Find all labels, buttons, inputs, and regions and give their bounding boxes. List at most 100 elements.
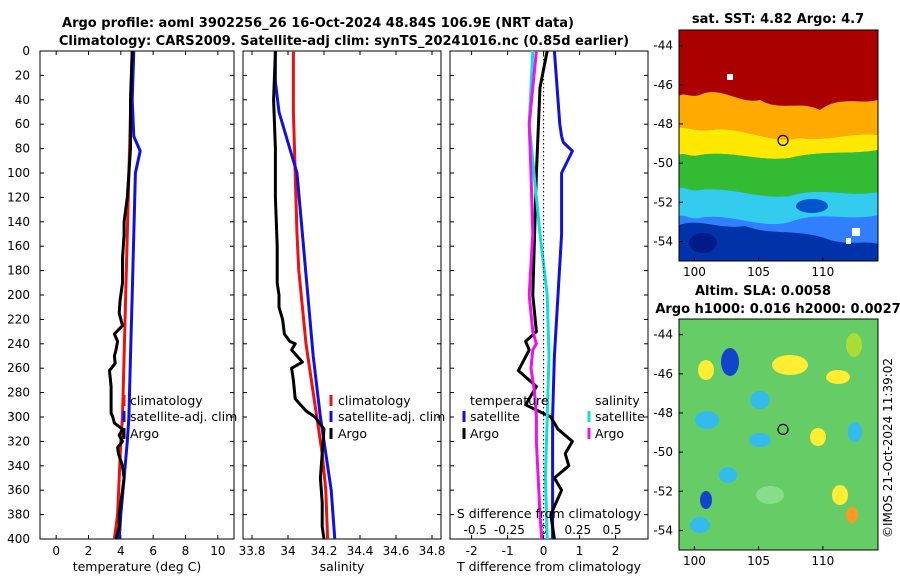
sst-map-frame — [678, 29, 879, 262]
sst-map-ticks: 100 105 110 -44 -46 -48 -50 -52 -54 — [653, 39, 834, 279]
map-y-tick-label: -46 — [653, 78, 673, 92]
x-tick-label: 6 — [149, 544, 157, 558]
x-tick-label: 34.8 — [419, 544, 446, 558]
depth-tick-label: 360 — [7, 483, 30, 497]
difference-top-xlabel: S difference from climatology — [457, 506, 642, 521]
x-tick-label: 34 — [280, 544, 295, 558]
map-x-tick-label: 105 — [747, 554, 770, 568]
depth-tick-label: 280 — [7, 386, 30, 400]
temperature-plot-frame — [39, 50, 235, 540]
x-tick-label: 1 — [576, 544, 584, 558]
legend-label-t-argo: Argo — [470, 426, 499, 441]
depth-tick-label: 120 — [7, 190, 30, 204]
salinity-xlabel: salinity — [320, 559, 365, 574]
depth-axis-ticks: 0 20 40 60 80 100 120 140 160 180 200 220 240 260 280 3… — [7, 44, 30, 546]
map-y-tick-label: -48 — [653, 117, 673, 131]
legend-label-s-satellite: satellite — [595, 409, 645, 424]
sla-map-title: Altim. SLA: 0.0058 — [695, 284, 831, 299]
difference-xlabel: T difference from climatology — [456, 559, 642, 574]
x-tick-label: 10 — [210, 544, 225, 558]
sla-map-ticks: 100 105 110 -44 -46 -48 -50 -52 -54 — [653, 328, 834, 568]
figure-title: Argo profile: aoml 3902256_26 16-Oct-202… — [62, 16, 574, 31]
map-x-tick-label: 100 — [683, 554, 706, 568]
map-y-tick-label: -48 — [653, 406, 673, 420]
salinity-plot-frame — [242, 50, 442, 540]
map-x-tick-label: 105 — [747, 265, 770, 279]
depth-tick-label: 100 — [7, 166, 30, 180]
sla-map-image — [679, 319, 878, 550]
series-line-t-argo — [516, 50, 574, 540]
series-line-satellite-adj-clim — [273, 51, 337, 540]
difference-legend: temperature satellite Argo salinity sate… — [462, 393, 645, 441]
series-line-argo — [272, 50, 326, 540]
depth-tick-label: 320 — [7, 434, 30, 448]
x-tick-label: 4 — [117, 544, 125, 558]
depth-tick-label: 220 — [7, 312, 30, 326]
x-tick-label: -1 — [502, 544, 514, 558]
sst-map-title: sat. SST: 4.82 Argo: 4.7 — [692, 12, 864, 27]
sla-map-subtitle: Argo h1000: 0.016 h2000: 0.0027 — [655, 302, 900, 317]
map-y-tick-label: -46 — [653, 367, 673, 381]
depth-tick-label: 80 — [15, 142, 30, 156]
legend-label-argo: Argo — [338, 426, 367, 441]
temperature-legend: climatology satellite-adj. clim Argo — [122, 393, 237, 441]
map-x-tick-label: 100 — [683, 265, 706, 279]
salinity-plot: 33.8 34 34.2 34.4 34.6 34.8 — [239, 50, 446, 558]
legend-label-satellite: satellite-adj. clim — [130, 409, 237, 424]
series-line-argo — [108, 50, 134, 540]
legend-label-argo: Argo — [130, 426, 159, 441]
salinity-legend: climatology satellite-adj. clim Argo — [329, 393, 445, 441]
series-line-s-argo — [527, 50, 544, 540]
map-x-tick-label: 110 — [811, 554, 834, 568]
depth-tick-label: 380 — [7, 508, 30, 522]
x-tick-label: 33.8 — [239, 544, 266, 558]
top-x-tick-label: -0.5 — [463, 523, 486, 537]
x-tick-label: 2 — [85, 544, 93, 558]
series-line-t-satellite — [551, 50, 574, 539]
depth-tick-label: 200 — [7, 288, 30, 302]
x-tick-label: 34.2 — [311, 544, 338, 558]
depth-tick-label: 400 — [7, 532, 30, 546]
x-tick-label: 0 — [540, 544, 548, 558]
map-y-tick-label: -44 — [653, 328, 673, 342]
depth-tick-label: 0 — [22, 44, 30, 58]
depth-tick-label: 140 — [7, 215, 30, 229]
x-tick-label: 34.4 — [347, 544, 374, 558]
sla-map-frame — [678, 318, 879, 551]
legend-label-satellite: satellite-adj. clim — [338, 409, 445, 424]
x-tick-label: 0 — [52, 544, 60, 558]
x-tick-label: 8 — [182, 544, 190, 558]
x-tick-label: 34.6 — [383, 544, 410, 558]
depth-tick-label: 180 — [7, 264, 30, 278]
imos-watermark: ©IMOS 21-Oct-2024 11:39:02 — [881, 358, 895, 538]
map-y-tick-label: -52 — [653, 484, 673, 498]
argo-position-marker — [777, 423, 789, 436]
top-x-tick-label: 0.25 — [564, 523, 591, 537]
depth-tick-label: 40 — [15, 93, 30, 107]
map-y-tick-label: -50 — [653, 445, 673, 459]
x-tick-label: -2 — [466, 544, 478, 558]
legend-title-salinity: salinity — [595, 393, 640, 408]
depth-tick-label: 20 — [15, 68, 30, 82]
top-x-tick-label: -0.25 — [494, 523, 525, 537]
depth-tick-label: 260 — [7, 361, 30, 375]
map-y-tick-label: -50 — [653, 156, 673, 170]
depth-tick-label: 240 — [7, 337, 30, 351]
map-y-tick-label: -52 — [653, 195, 673, 209]
top-x-tick-label: 0.5 — [602, 523, 621, 537]
map-x-tick-label: 110 — [811, 265, 834, 279]
depth-tick-label: 160 — [7, 239, 30, 253]
map-y-tick-label: -54 — [653, 234, 673, 248]
legend-label-climatology: climatology — [130, 393, 203, 408]
legend-label-t-satellite: satellite — [470, 409, 520, 424]
depth-tick-label: 300 — [7, 410, 30, 424]
depth-tick-label: 60 — [15, 117, 30, 131]
temperature-plot: 0 2 4 6 8 10 — [40, 50, 234, 558]
legend-label-climatology: climatology — [338, 393, 411, 408]
sst-map-image — [679, 30, 878, 261]
x-tick-label: 2 — [612, 544, 620, 558]
map-y-tick-label: -44 — [653, 39, 673, 53]
figure-subtitle: Climatology: CARS2009. Satellite-adj cli… — [59, 34, 629, 49]
legend-title-temperature: temperature — [470, 393, 549, 408]
